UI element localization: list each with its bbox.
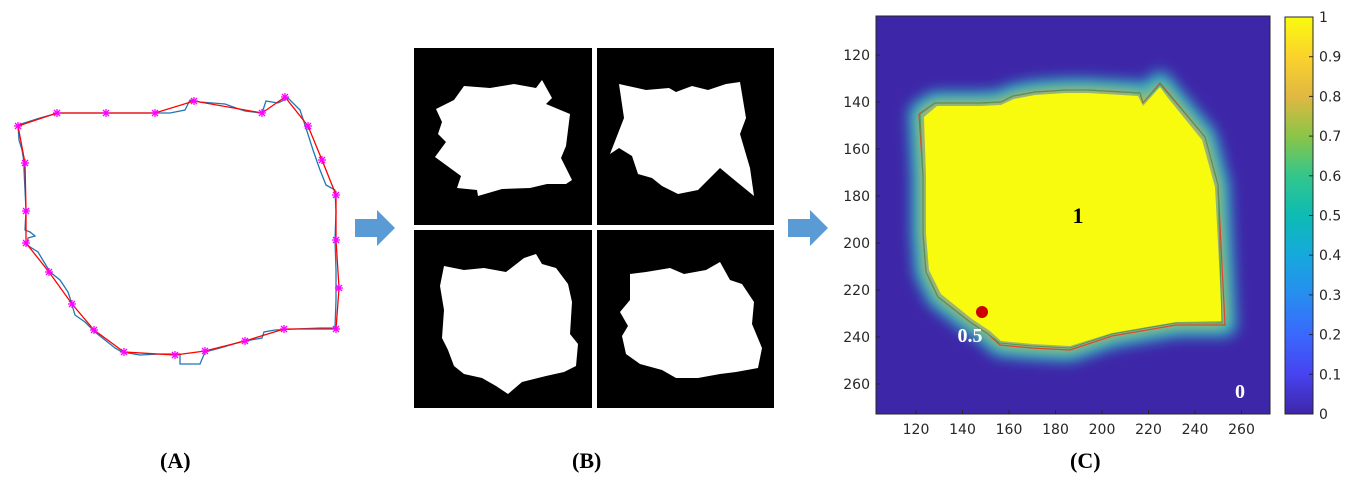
colorbar-tick-label: 0.7 (1319, 129, 1341, 145)
star-marker (332, 236, 340, 244)
star-marker (53, 109, 61, 117)
x-axis-ticks: 120 140 160 180 200 220 240 260 (903, 410, 1255, 438)
x-tick-label: 140 (949, 422, 976, 438)
background-value-label: 0 (1235, 381, 1245, 403)
x-tick-label: 220 (1135, 422, 1162, 438)
colorbar (1284, 16, 1314, 415)
red-polygon (17, 96, 340, 356)
colorbar-tick-label: 0.3 (1319, 288, 1341, 304)
star-marker (22, 239, 30, 247)
y-tick-label: 120 (843, 48, 870, 64)
colorbar-tick-label: 0.9 (1319, 50, 1341, 66)
center-value-label: 1 (1073, 203, 1084, 228)
colorbar-tick-label: 0.8 (1319, 89, 1341, 105)
x-tick-label: 260 (1228, 422, 1255, 438)
star-marker (68, 300, 76, 308)
colorbar-tick-label: 1 (1319, 10, 1328, 26)
x-tick-label: 240 (1182, 422, 1209, 438)
panel-a-plot (14, 93, 343, 365)
colorbar-ticks: 1 0.9 0.8 0.7 0.6 0.5 0.4 0.3 0.2 0.1 0 (1309, 10, 1341, 423)
star-marker (280, 325, 288, 333)
y-tick-label: 180 (843, 189, 870, 205)
star-marker (190, 97, 198, 105)
x-tick-label: 180 (1042, 422, 1069, 438)
y-tick-label: 240 (843, 330, 870, 346)
mask-shape-4 (620, 262, 762, 378)
star-marker (304, 122, 312, 130)
y-tick-label: 220 (843, 283, 870, 299)
y-tick-label: 200 (843, 236, 870, 252)
y-tick-label: 140 (843, 95, 870, 111)
x-tick-label: 200 (1089, 422, 1116, 438)
blue-contour (17, 97, 337, 365)
control-point-markers (14, 93, 343, 359)
panel-label-c: (C) (1070, 448, 1101, 473)
star-marker (45, 268, 53, 276)
arrow-right-icon (355, 210, 395, 246)
star-marker (281, 93, 289, 101)
colorbar-tick-label: 0 (1319, 407, 1328, 423)
green-contour (919, 83, 1223, 349)
star-marker (22, 207, 30, 215)
star-marker (171, 351, 179, 359)
mask-shape-3 (440, 254, 578, 394)
heatmap-interior (924, 87, 1222, 346)
y-tick-label: 260 (843, 377, 870, 393)
star-marker (241, 337, 249, 345)
star-marker (332, 191, 340, 199)
star-marker (258, 109, 266, 117)
colorbar-tick-label: 0.4 (1319, 248, 1341, 264)
colorbar-tick-label: 0.2 (1319, 328, 1341, 344)
star-marker (151, 109, 159, 117)
star-marker (14, 122, 22, 130)
colorbar-tick-label: 0.6 (1319, 169, 1341, 185)
y-tick-label: 160 (843, 142, 870, 158)
panel-c-heatmap: 1 0.5 0 120 140 160 180 200 220 240 260 1201401… (843, 10, 1341, 438)
colorbar-tick-label: 0.5 (1319, 209, 1341, 225)
mask-shape-1 (435, 80, 572, 196)
boundary-point (976, 306, 988, 318)
mask-shape-2 (610, 82, 754, 196)
colorbar-tick-label: 0.1 (1319, 367, 1341, 383)
panel-b-masks (414, 48, 774, 408)
x-tick-label: 160 (996, 422, 1023, 438)
y-axis-ticks: 120 140 160 180 200 220 240 260 (843, 48, 880, 393)
star-marker (335, 284, 343, 292)
star-marker (90, 326, 98, 334)
star-marker (332, 325, 340, 333)
star-marker (318, 156, 326, 164)
x-tick-label: 120 (903, 422, 930, 438)
panel-label-b: (B) (572, 448, 602, 473)
star-marker (21, 159, 29, 167)
panel-label-a: (A) (160, 448, 191, 473)
boundary-value-label: 0.5 (958, 325, 983, 347)
star-marker (201, 347, 209, 355)
star-marker (120, 348, 128, 356)
arrow-right-icon (788, 210, 828, 246)
star-marker (102, 109, 110, 117)
